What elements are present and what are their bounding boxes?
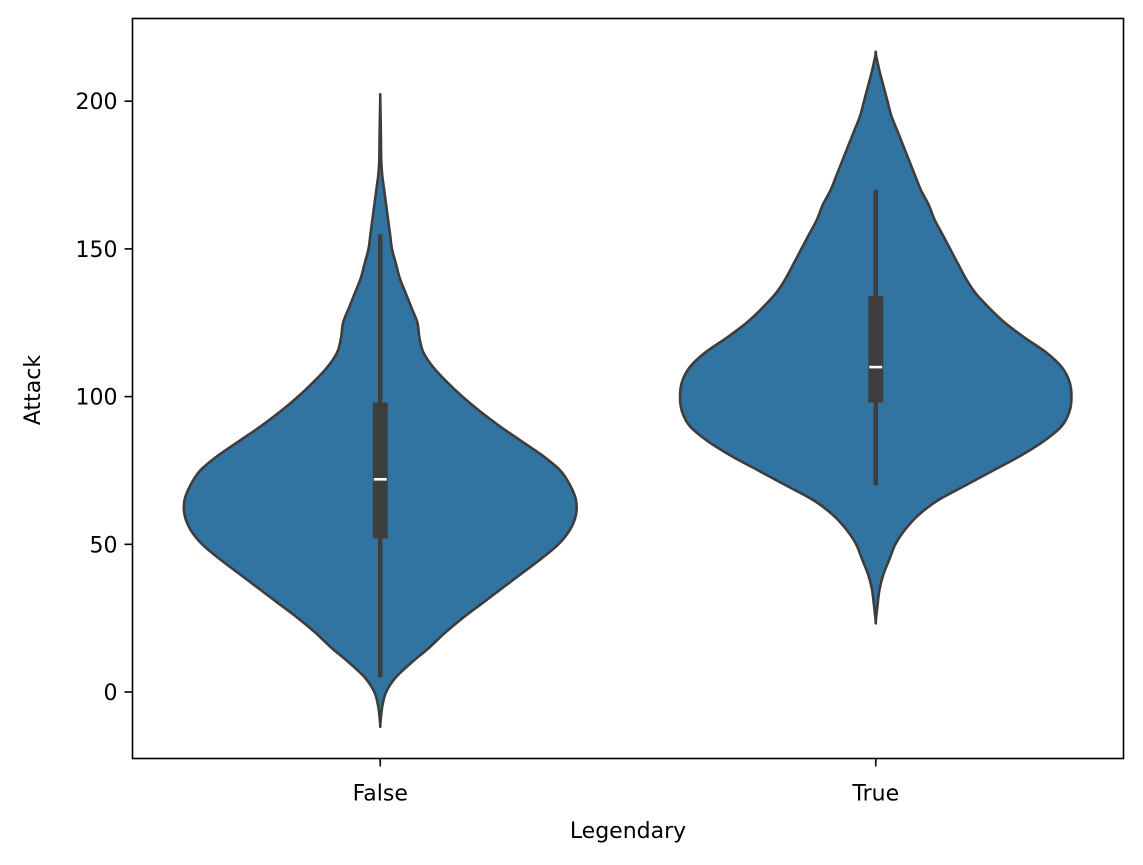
y-axis-label: Attack bbox=[21, 355, 46, 425]
violins-layer bbox=[182, 50, 1073, 729]
y-tick-label: 50 bbox=[90, 533, 118, 558]
x-axis: False True bbox=[353, 758, 899, 807]
x-tick-label-true: True bbox=[851, 782, 899, 807]
inner-boxes-layer bbox=[372, 189, 884, 678]
y-tick-label: 0 bbox=[104, 681, 118, 706]
x-axis-label: Legendary bbox=[570, 819, 686, 844]
y-axis: 0 50 100 150 200 bbox=[76, 90, 133, 706]
plot-frame bbox=[131, 17, 1125, 760]
y-tick-label: 150 bbox=[76, 238, 118, 263]
x-tick-label-false: False bbox=[353, 782, 408, 807]
y-tick-label: 100 bbox=[76, 386, 118, 411]
y-tick-label: 200 bbox=[76, 90, 118, 115]
